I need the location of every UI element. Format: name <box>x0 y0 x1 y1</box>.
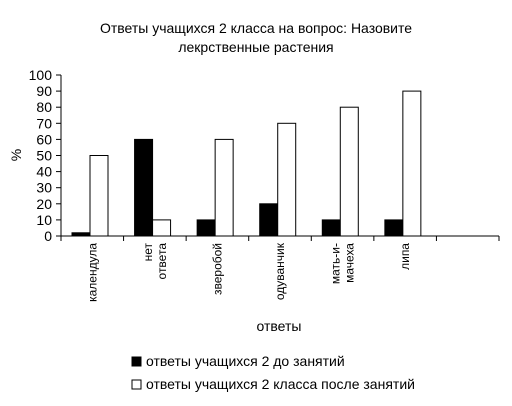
bar-before-3 <box>259 203 279 237</box>
y-tick-label: 40 <box>36 164 52 180</box>
bar-before-4 <box>321 219 341 237</box>
bar-after-2 <box>214 138 234 237</box>
bar-after-0 <box>89 155 109 237</box>
y-tick-label: 70 <box>36 115 52 131</box>
y-tick-label: 30 <box>36 180 52 196</box>
x-axis-label: ответы <box>257 318 302 334</box>
category-label: календула <box>85 243 99 302</box>
y-tick-label: 20 <box>36 196 52 212</box>
y-tick-label: 50 <box>36 148 52 164</box>
bar-after-4 <box>339 106 359 237</box>
category-label: липа <box>398 243 412 270</box>
y-tick-label: 10 <box>36 212 52 228</box>
legend-swatch <box>131 379 142 390</box>
bar-after-3 <box>277 122 297 237</box>
legend-entry: ответы учащихся 2 класса после занятий <box>146 376 415 392</box>
legend: ответы учащихся 2 до занятий ответы учащи… <box>131 353 415 392</box>
category-label: зверобой <box>210 243 224 295</box>
y-axis-label: % <box>8 149 24 161</box>
y-tick-label: 60 <box>36 131 52 147</box>
y-tick-label: 80 <box>36 99 52 115</box>
legend-entry: ответы учащихся 2 до занятий <box>146 353 345 369</box>
category-label: мать-и- <box>329 243 343 284</box>
bar-after-5 <box>402 90 422 237</box>
category-label: мачеха <box>343 243 357 283</box>
y-tick-label: 0 <box>44 228 52 244</box>
chart-title-line-1: Ответы учащихся 2 класса на вопрос: Назо… <box>100 20 412 36</box>
category-label: одуванчик <box>273 242 287 300</box>
legend-swatch <box>131 356 142 367</box>
bar-before-2 <box>196 219 216 237</box>
bar-before-5 <box>384 219 404 237</box>
bar-after-1 <box>152 219 172 237</box>
bar-before-1 <box>134 138 154 237</box>
y-tick-label: 100 <box>29 67 53 83</box>
y-tick-label: 90 <box>36 83 52 99</box>
category-label: ответа <box>155 243 169 280</box>
chart-title-line-2: лекрственные растения <box>178 39 333 55</box>
bars <box>71 90 422 237</box>
category-labels: календула нет ответа зверобой одуванчик мать-… <box>85 242 412 302</box>
category-label: нет <box>141 243 155 262</box>
x-axis <box>60 235 500 241</box>
